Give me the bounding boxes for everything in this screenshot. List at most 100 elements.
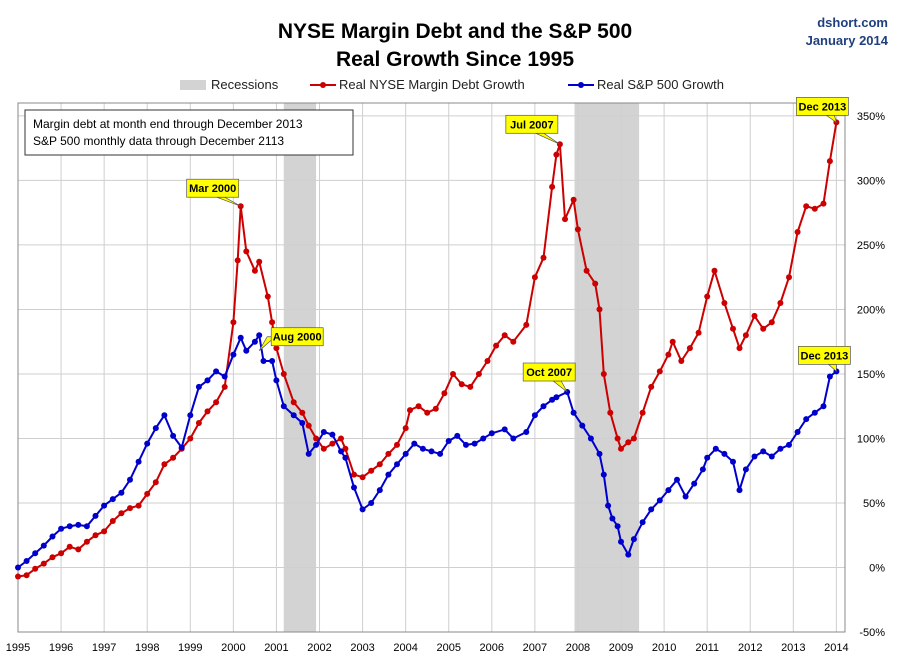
callout-box-5 [798,346,851,365]
x-tick-label-4: 1999 [178,642,202,654]
series-1-point-82 [674,476,680,483]
series-1-point-59 [501,426,508,433]
series-0-point-44 [359,474,366,481]
series-1-point-29 [256,332,263,339]
series-1-point-7 [75,521,82,528]
series-0-point-41 [338,435,344,442]
callout-label-2: Jul 2007 [510,119,553,131]
series-0-point-34 [280,371,287,377]
series-0-point-80 [630,435,637,442]
series-0-point-24 [221,383,228,390]
x-tick-label-12: 2007 [523,642,547,654]
x-tick-label-9: 2004 [393,642,417,654]
series-0-point-8 [83,538,90,545]
legend: Recessions Real NYSE Margin Debt Growth … [180,77,724,92]
series-1-point-8 [83,523,90,530]
series-0-point-84 [665,351,672,358]
series-0-point-22 [204,408,211,415]
series-1-point-45 [376,487,383,494]
series-1-point-93 [760,448,767,455]
series-0-point-73 [592,280,599,287]
callout-box-3 [522,362,576,382]
series-1-point-79 [648,506,655,513]
series-1-point-27 [243,347,250,354]
series-1-point-95 [777,445,784,452]
x-tick-label-0: 1995 [6,642,30,654]
series-0-point-42 [342,445,349,452]
callout-label-3: Oct 2007 [526,367,572,379]
series-0-point-11 [109,518,116,524]
series-1-point-49 [411,440,418,447]
series-0-point-5 [58,550,65,557]
series-0-point-91 [721,300,728,306]
series-0-point-67 [553,151,560,158]
series-1-point-16 [152,425,159,432]
series-0-point-81 [639,409,646,416]
series-0-point-14 [135,502,142,509]
series-1-point-52 [437,450,444,457]
series-1-point-5 [58,525,65,532]
note-box: Margin debt at month end through Decembe… [24,109,354,156]
recession-band-1 [574,103,640,632]
series-1-point-92 [751,453,758,460]
x-tick-label-5: 2000 [221,642,245,654]
series-1-point-55 [463,441,469,448]
series-1-point-30 [260,358,267,364]
series-0-point-62 [510,338,517,345]
y-tick-label-5: 200% [857,304,885,316]
series-0-point-38 [313,435,320,442]
series-1-point-96 [786,441,792,448]
series-0-point-7 [75,546,82,553]
series-0-point-98 [777,300,784,306]
legend-sp500-marker [578,82,584,88]
series-0-point-56 [458,381,465,388]
series-0-point-35 [290,399,297,406]
series-0-point-50 [407,407,413,414]
legend-recession-swatch [180,80,206,90]
series-0-point-45 [368,467,375,474]
series-0-point-77 [614,435,621,442]
series-1-point-84 [691,480,698,487]
series-0-point-21 [195,420,202,426]
x-tick-label-18: 2013 [781,642,805,654]
callout-box-0 [186,178,240,198]
chart-subtitle: Real Growth Since 1995 [336,48,574,71]
series-0-point-2 [32,565,39,572]
series-0-point-28 [243,248,250,255]
series-0-point-100 [794,229,801,235]
series-1-point-48 [402,450,409,457]
series-0-point-86 [678,358,685,364]
series-0-point-17 [161,461,168,468]
series-1-point-46 [385,471,392,478]
series-1-point-97 [794,429,801,435]
legend-recession-label: Recessions [211,77,279,92]
series-0-point-33 [273,345,280,352]
series-0-point-93 [736,345,743,352]
series-1-point-94 [768,453,775,460]
series-1-point-68 [579,422,586,429]
series-1-point-24 [221,373,228,380]
series-0-point-9 [92,532,99,539]
series-0-point-25 [230,319,237,326]
series-0-point-4 [49,554,56,561]
series-1-point-28 [251,338,258,345]
series-1-point-58 [488,430,495,437]
series-0-point-82 [648,383,655,390]
x-tick-label-1: 1996 [49,642,73,654]
y-tick-label-7: 300% [857,175,885,187]
series-1-point-17 [161,412,168,419]
y-tick-label-0: -50% [859,627,885,639]
legend-margin-label: Real NYSE Margin Debt Growth [339,77,525,92]
series-1-point-57 [480,435,487,442]
series-0-point-75 [600,371,607,377]
series-0-point-76 [607,409,614,416]
series-0-point-20 [187,435,194,442]
series-1-point-18 [170,432,177,439]
series-0-point-40 [329,440,336,447]
legend-margin-marker [320,82,326,88]
series-line-0 [17,122,838,578]
series-0-point-39 [320,445,327,452]
series-1-point-77 [630,536,637,543]
series-0-point-29 [251,267,258,274]
